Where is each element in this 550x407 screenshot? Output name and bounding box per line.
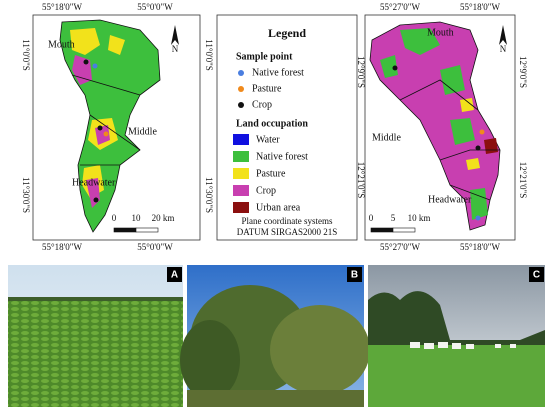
crop-area: [72, 55, 110, 208]
photo-tag: [167, 267, 182, 282]
legend-swatch: [233, 134, 249, 145]
sample-point: [392, 65, 398, 71]
coord-label: 55°27'0"W: [380, 2, 420, 12]
legend-symbol: [238, 86, 244, 92]
coord-label: 55°18'0"W: [460, 242, 500, 252]
legend-swatch: [233, 168, 249, 179]
sample-point: [479, 129, 485, 135]
legend-heading: Land occupation: [236, 118, 308, 129]
coord-label: 12°9'0"S: [518, 56, 528, 88]
scale-label: 20 km: [152, 213, 175, 223]
coord-label: 55°0'0"W: [137, 2, 173, 12]
photo-ground: [187, 390, 364, 407]
legend: Legend Sample point Native forest Pastur…: [216, 14, 358, 241]
sub-basin-border: [71, 74, 141, 166]
legend-item: Pasture: [256, 168, 286, 179]
photo-cattle: [410, 342, 516, 349]
north-arrow: [499, 25, 507, 45]
legend-symbol: [238, 102, 244, 108]
sample-point: [83, 59, 89, 65]
legend-swatch: [233, 151, 249, 162]
photo-tag: [529, 267, 544, 282]
photo-forest: [368, 291, 545, 345]
legend-swatch: [233, 202, 249, 213]
sample-point: [103, 131, 109, 137]
sub-basin-border: [399, 79, 500, 201]
photo-pasture: [368, 345, 545, 407]
legend-item: Urban area: [256, 202, 301, 213]
photo-tree: [270, 305, 370, 395]
photo-label: B: [351, 270, 358, 281]
scale-label: 10: [132, 213, 142, 223]
region-label: Mouth: [48, 39, 75, 50]
sample-point: [93, 197, 99, 203]
legend-item: Pasture: [252, 83, 282, 94]
photo-label: C: [533, 270, 540, 281]
photo-label: A: [171, 270, 178, 281]
region-label: Middle: [128, 126, 157, 137]
north-label: N: [500, 44, 507, 54]
scale-label: 0: [112, 213, 117, 223]
coord-label: 12°21'0"S: [356, 162, 366, 198]
region-label: Middle: [372, 132, 401, 143]
right-map: 55°27'0"W 55°18'0"W 55°27'0"W 55°18'0"W …: [356, 2, 528, 252]
north-arrow: [171, 25, 179, 45]
coord-label: 12°21'0"S: [518, 162, 528, 198]
coord-label: 11°30'0"S: [21, 177, 31, 213]
scale-bar: [392, 227, 416, 233]
photo-tree: [180, 320, 240, 400]
coord-label: 11°0'0"S: [21, 39, 31, 71]
legend-item: Water: [256, 134, 280, 145]
scale-bar: [113, 227, 137, 233]
sample-point: [92, 63, 98, 69]
photo-field: [8, 301, 183, 407]
pasture-area: [460, 98, 480, 170]
coord-label: 55°18'0"W: [460, 2, 500, 12]
north-label: N: [172, 44, 179, 54]
legend-heading: Sample point: [236, 51, 293, 62]
region-label: Headwater: [72, 177, 116, 188]
coord-label: 55°18'0"W: [42, 2, 82, 12]
coord-label: 55°0'0"W: [137, 242, 173, 252]
left-map: 55°18'0"W 55°0'0"W 55°18'0"W 55°0'0"W 11…: [21, 2, 214, 252]
photo-tag: [347, 267, 362, 282]
coord-label: 12°9'0"S: [356, 56, 366, 88]
scale-bar: [135, 227, 159, 233]
coord-label: 55°27'0"W: [380, 242, 420, 252]
pasture-area: [70, 28, 125, 198]
coord-label: 55°18'0"W: [42, 242, 82, 252]
scale-label: 10 km: [408, 213, 431, 223]
photo-c: C: [368, 265, 545, 407]
legend-item: Crop: [252, 99, 272, 110]
legend-note: Plane coordinate systems: [242, 216, 333, 226]
legend-item: Crop: [256, 185, 276, 196]
photo-b: B: [180, 265, 370, 407]
sample-point: [475, 145, 481, 151]
urban-area: [484, 138, 498, 154]
region-label: Headwater: [428, 194, 472, 205]
legend-note: DATUM SIRGAS2000 21S: [237, 227, 338, 237]
coord-label: 11°30'0"S: [204, 177, 214, 213]
scale-label: 5: [391, 213, 396, 223]
legend-title: Legend: [268, 26, 306, 40]
legend-swatch: [233, 185, 249, 196]
scale-label: 0: [369, 213, 374, 223]
forest-area: [380, 28, 488, 220]
sample-point: [97, 125, 103, 131]
photo-treeline: [8, 297, 183, 301]
region-label: Mouth: [427, 27, 454, 38]
photo-a: A: [8, 265, 183, 407]
legend-item: Native forest: [256, 151, 308, 162]
scale-bar: [370, 227, 394, 233]
coord-label: 11°0'0"S: [204, 39, 214, 71]
legend-symbol: [238, 70, 244, 76]
legend-item: Native forest: [252, 67, 304, 78]
sample-point: [475, 215, 481, 221]
